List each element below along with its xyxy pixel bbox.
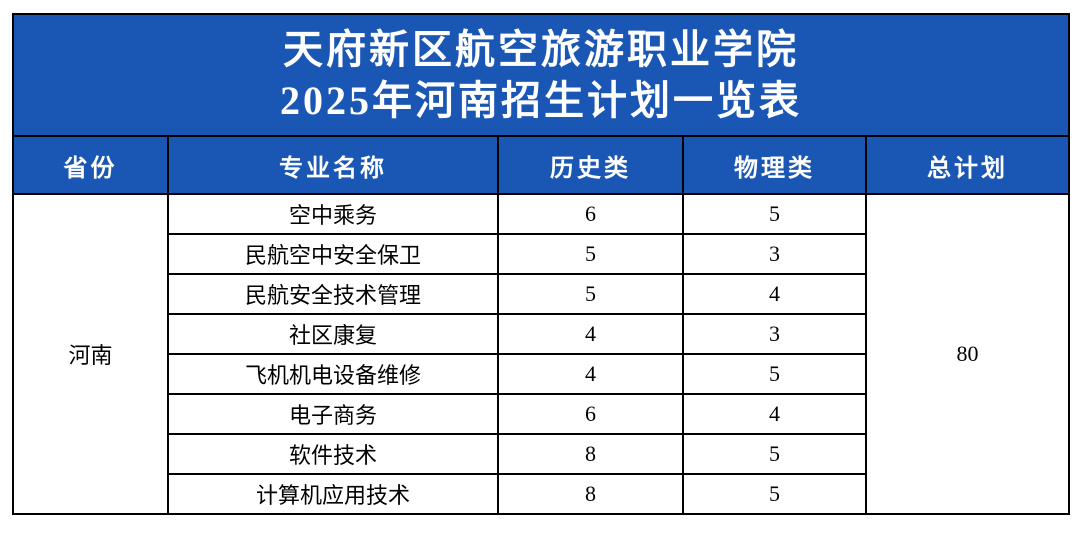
table-row: 民航安全技术管理 5 4 bbox=[13, 273, 1069, 315]
history-count-cell: 4 bbox=[497, 313, 684, 355]
major-cell: 社区康复 bbox=[167, 313, 499, 355]
table-row: 软件技术 8 5 bbox=[13, 433, 1069, 475]
major-cell: 计算机应用技术 bbox=[167, 473, 499, 515]
major-cell: 飞机机电设备维修 bbox=[167, 353, 499, 395]
title-row: 天府新区航空旅游职业学院 2025年河南招生计划一览表 bbox=[11, 13, 1071, 137]
province-cell: 河南 bbox=[12, 193, 169, 515]
column-header-total: 总计划 bbox=[864, 135, 1071, 195]
history-count-cell: 6 bbox=[497, 193, 684, 235]
column-header-province: 省份 bbox=[12, 135, 169, 195]
history-count-cell: 6 bbox=[497, 393, 684, 435]
major-cell: 民航安全技术管理 bbox=[167, 273, 499, 315]
physics-count-cell: 3 bbox=[682, 233, 867, 275]
total-plan-cell: 80 bbox=[864, 193, 1071, 515]
physics-count-cell: 4 bbox=[682, 273, 867, 315]
table-row: 飞机机电设备维修 4 5 bbox=[13, 353, 1069, 395]
table-row: 河南 空中乘务 6 5 80 bbox=[12, 193, 1071, 515]
history-count-cell: 8 bbox=[497, 473, 684, 515]
physics-count-cell: 5 bbox=[682, 193, 867, 235]
title-line-1: 天府新区航空旅游职业学院 bbox=[283, 26, 799, 72]
column-header-row: 省份 专业名称 历史类 物理类 总计划 bbox=[12, 135, 1071, 195]
table-title-banner: 天府新区航空旅游职业学院 2025年河南招生计划一览表 bbox=[11, 13, 1071, 137]
title-line-2: 2025年河南招生计划一览表 bbox=[280, 78, 802, 123]
physics-count-cell: 5 bbox=[682, 473, 867, 515]
physics-count-cell: 5 bbox=[682, 353, 867, 395]
table-row: 计算机应用技术 8 5 bbox=[13, 473, 1069, 515]
column-header-major: 专业名称 bbox=[167, 135, 499, 195]
history-count-cell: 8 bbox=[497, 433, 684, 475]
major-cell: 软件技术 bbox=[167, 433, 499, 475]
major-cell: 空中乘务 bbox=[167, 193, 499, 235]
column-header-physics: 物理类 bbox=[682, 135, 867, 195]
physics-count-cell: 5 bbox=[682, 433, 867, 475]
table-row: 民航空中安全保卫 5 3 bbox=[13, 233, 1069, 275]
table-row: 社区康复 4 3 bbox=[13, 313, 1069, 355]
major-cell: 民航空中安全保卫 bbox=[167, 233, 499, 275]
enrollment-plan-table: 天府新区航空旅游职业学院 2025年河南招生计划一览表 省份 专业名称 历史类 … bbox=[11, 13, 1071, 515]
history-count-cell: 5 bbox=[497, 273, 684, 315]
major-cell: 电子商务 bbox=[167, 393, 499, 435]
history-count-cell: 5 bbox=[497, 233, 684, 275]
physics-count-cell: 4 bbox=[682, 393, 867, 435]
table-row: 电子商务 6 4 bbox=[13, 393, 1069, 435]
history-count-cell: 4 bbox=[497, 353, 684, 395]
physics-count-cell: 3 bbox=[682, 313, 867, 355]
column-header-history: 历史类 bbox=[497, 135, 684, 195]
